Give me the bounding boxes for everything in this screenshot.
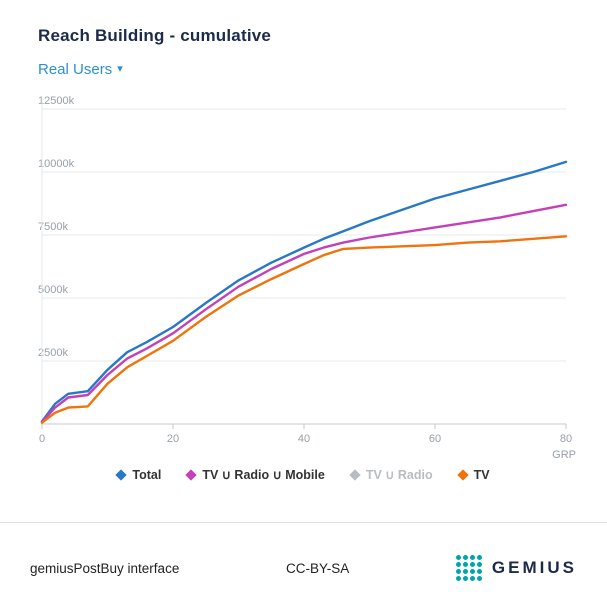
- legend-item[interactable]: TV ∪ Radio: [349, 467, 433, 482]
- page-header: Reach Building - cumulative Real Users ▾: [0, 0, 607, 79]
- footer-license-text: CC-BY-SA: [285, 560, 350, 576]
- y-tick-label: 2500k: [38, 347, 68, 359]
- x-tick-label: 40: [298, 433, 310, 445]
- diamond-marker-icon: [185, 468, 198, 481]
- x-axis-title: GRP: [552, 449, 576, 461]
- legend-label: TV ∪ Radio ∪ Mobile: [202, 468, 325, 482]
- footer: gemiusPostBuy interface CC-BY-SA GEMIUS: [0, 522, 607, 613]
- reach-building-chart: 2500k 5000k 7500k 10000k 12500k 0 20 40 60 80 GRP: [38, 95, 576, 461]
- chart-legend: Total TV ∪ Radio ∪ Mobile TV ∪ Radio TV: [0, 467, 607, 482]
- legend-label: TV ∪ Radio: [365, 468, 433, 482]
- x-tick-label: 60: [429, 433, 441, 445]
- diamond-marker-icon: [349, 468, 361, 481]
- y-tick-label: 12500k: [38, 95, 75, 107]
- legend-label: Total: [132, 467, 162, 482]
- y-tick-label: 5000k: [38, 284, 68, 296]
- x-tick-label: 80: [560, 433, 572, 445]
- page-title: Reach Building - cumulative: [38, 26, 272, 45]
- diamond-marker-icon: [456, 468, 469, 481]
- series-line-TV: [40, 235, 568, 424]
- gemius-logo-icon: [455, 555, 482, 581]
- y-tick-label: 10000k: [38, 158, 75, 170]
- series-line-TV ∪ Radio ∪ Mobile: [40, 203, 568, 424]
- legend-item[interactable]: TV: [456, 467, 490, 482]
- caret-down-icon: ▾: [117, 63, 123, 75]
- legend-label: TV: [473, 467, 490, 482]
- x-tick-label: 0: [39, 433, 45, 445]
- diamond-marker-icon: [115, 468, 128, 481]
- x-tick-label: 20: [167, 433, 179, 445]
- footer-left-text: gemiusPostBuy interface: [30, 560, 180, 576]
- legend-item[interactable]: TV ∪ Radio ∪ Mobile: [185, 467, 325, 482]
- metric-dropdown[interactable]: Real Users ▾: [38, 61, 123, 78]
- legend-item[interactable]: Total: [115, 467, 162, 482]
- gemius-wordmark: GEMIUS: [491, 558, 577, 577]
- series-line-Total: [40, 160, 568, 423]
- gemius-brand: GEMIUS: [455, 555, 577, 581]
- metric-dropdown-label: Real Users: [38, 61, 113, 78]
- y-tick-label: 7500k: [38, 221, 68, 233]
